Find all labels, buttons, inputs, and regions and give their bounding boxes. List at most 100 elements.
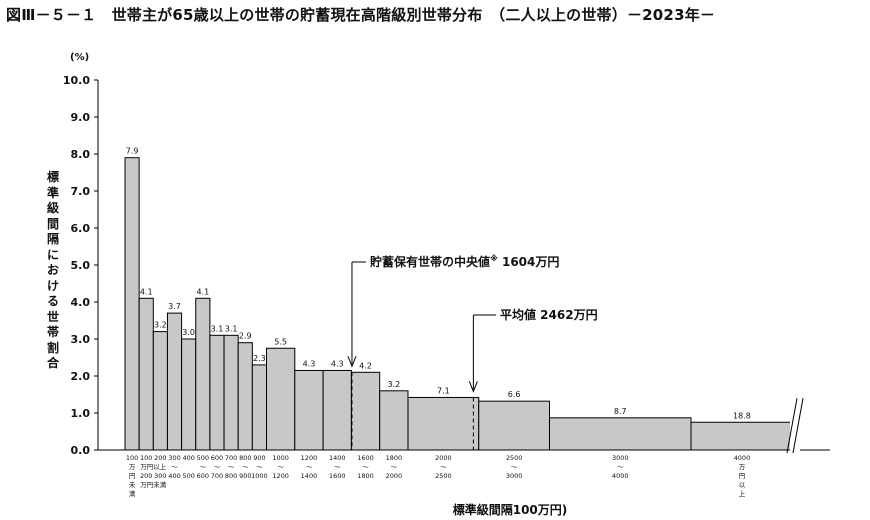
- x-tick-label: 1800: [357, 472, 374, 480]
- median-mark: ※: [490, 254, 498, 263]
- bar: [690, 421, 794, 451]
- bar: [294, 369, 324, 451]
- x-tick-label: 〜: [242, 463, 249, 471]
- x-tick-label: 上: [739, 489, 746, 498]
- y-tick-label: 1.0: [71, 407, 91, 420]
- y-tick-label: 3.0: [71, 333, 91, 346]
- bar: [322, 369, 352, 451]
- x-tick-label: 〜: [200, 463, 207, 471]
- bar-value-label: 3.0: [182, 328, 195, 337]
- x-tick-label: 500: [197, 454, 209, 462]
- mean-arrow-head: [468, 381, 478, 393]
- axis-break-gap: [790, 396, 800, 454]
- x-tick-label: 満: [129, 490, 136, 498]
- bar: [407, 396, 480, 451]
- median-annotation: 貯蓄保有世帯の中央値※ 1604万円: [370, 253, 559, 270]
- x-tick-label: 2000: [435, 454, 452, 462]
- median-arrow-head: [347, 356, 357, 368]
- median-amount: 1604万円: [497, 255, 560, 269]
- x-tick-label: 3000: [612, 454, 629, 462]
- bar: [237, 342, 253, 451]
- bar: [549, 417, 692, 451]
- bar-value-label: 3.7: [168, 302, 181, 311]
- y-tick-label: 9.0: [71, 111, 91, 124]
- x-tick-label: 200: [140, 472, 152, 480]
- bar: [379, 390, 409, 451]
- bar-value-label: 6.6: [508, 390, 521, 399]
- x-tick-label: 4000: [734, 454, 751, 462]
- bar-value-label: 3.2: [387, 380, 400, 389]
- x-tick-label: 以: [739, 481, 746, 489]
- bar: [152, 331, 168, 451]
- bar: [350, 371, 381, 451]
- bar: [251, 364, 268, 451]
- y-tick-label: 10.0: [63, 74, 90, 87]
- x-tick-label: 1200: [301, 454, 318, 462]
- mean-annotation: 平均値 2462万円: [500, 308, 598, 322]
- x-tick-label: 800: [239, 454, 251, 462]
- bar: [195, 297, 211, 451]
- x-tick-label: 600: [197, 472, 209, 480]
- bar-value-label: 4.3: [303, 359, 316, 368]
- x-tick-label: 1600: [357, 454, 374, 462]
- chart-title: 図Ⅲ－５－１ 世帯主が65歳以上の世帯の貯蓄現在高階級別世帯分布 （二人以上の世…: [6, 6, 716, 24]
- bar: [181, 338, 197, 451]
- bar-value-label: 3.1: [225, 324, 238, 333]
- x-tick-label: 600: [211, 454, 223, 462]
- x-tick-label: 4000: [612, 472, 629, 480]
- x-tick-label: 1400: [329, 454, 346, 462]
- bar-value-label: 2.3: [253, 354, 266, 363]
- x-tick-label: 1000: [251, 472, 268, 480]
- y-tick-label: 2.0: [71, 370, 91, 383]
- y-tick-label: 7.0: [71, 185, 91, 198]
- x-tick-label: 〜: [617, 463, 624, 471]
- x-tick-label: 700: [211, 472, 223, 480]
- x-tick-label: 〜: [362, 463, 369, 471]
- y-tick-label: 0.0: [71, 444, 91, 457]
- x-tick-label: 〜: [511, 463, 518, 471]
- bar-value-label: 4.3: [331, 359, 344, 368]
- median-text: 貯蓄保有世帯の中央値: [370, 255, 491, 269]
- x-tick-label: 〜: [228, 463, 235, 471]
- x-tick-label: 900: [239, 472, 251, 480]
- y-tick-label: 5.0: [71, 259, 91, 272]
- x-tick-label: 1400: [301, 472, 318, 480]
- y-tick-label: 4.0: [71, 296, 91, 309]
- x-tick-label: 〜: [391, 463, 398, 471]
- y-tick-label: 8.0: [71, 148, 91, 161]
- x-tick-label: 100: [126, 454, 138, 462]
- bar-value-label: 3.1: [211, 324, 224, 333]
- bar-value-label: 3.2: [154, 321, 167, 330]
- x-tick-label: 900: [253, 454, 265, 462]
- bar-value-label: 18.8: [733, 411, 751, 420]
- bar: [266, 347, 296, 451]
- x-tick-label: 300: [168, 454, 180, 462]
- x-tick-label: 1600: [329, 472, 346, 480]
- x-tick-label: 万円以上: [140, 462, 167, 471]
- bar: [138, 297, 154, 451]
- y-axis-label: 標準級間隔における世帯割合: [46, 170, 59, 370]
- y-tick-label: 6.0: [71, 222, 91, 235]
- x-tick-label: 1800: [386, 454, 403, 462]
- bar-value-label: 4.1: [196, 287, 209, 296]
- x-tick-label: 1000: [272, 454, 289, 462]
- x-tick-label: 700: [225, 454, 237, 462]
- x-tick-label: 〜: [306, 463, 313, 471]
- x-tick-label: 未: [129, 480, 136, 489]
- x-tick-label: 1200: [272, 472, 289, 480]
- x-tick-label: 〜: [277, 463, 284, 471]
- x-tick-label: 〜: [214, 463, 221, 471]
- bar: [478, 400, 550, 451]
- bar: [124, 157, 140, 451]
- x-tick-label: 800: [225, 472, 237, 480]
- bar-value-label: 4.1: [140, 287, 153, 296]
- bar-value-label: 7.1: [437, 386, 450, 395]
- x-tick-label: 300: [154, 472, 166, 480]
- x-tick-label: 万円未満: [140, 480, 167, 489]
- bar: [166, 312, 183, 451]
- x-tick-label: 2500: [435, 472, 452, 480]
- bar: [209, 334, 225, 451]
- x-tick-label: 〜: [334, 463, 341, 471]
- bar-value-label: 7.9: [126, 147, 139, 156]
- bar-value-label: 8.7: [614, 407, 627, 416]
